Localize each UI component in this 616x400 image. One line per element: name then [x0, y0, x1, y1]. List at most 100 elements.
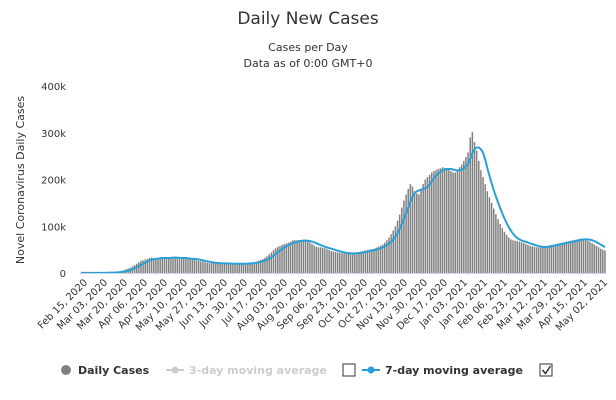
ma3-checkbox[interactable] [342, 363, 356, 377]
daily-cases-bar[interactable] [182, 258, 185, 273]
daily-cases-bar[interactable] [527, 244, 529, 273]
daily-cases-bar[interactable] [264, 257, 266, 273]
daily-cases-bar[interactable] [424, 179, 427, 274]
daily-cases-bar[interactable] [394, 226, 397, 273]
daily-cases-bar[interactable] [189, 258, 191, 273]
daily-cases-bar[interactable] [204, 262, 206, 273]
daily-cases-bar[interactable] [262, 258, 264, 273]
daily-cases-bar[interactable] [272, 250, 275, 273]
daily-cases-bar[interactable] [418, 194, 420, 273]
legend-item-ma7[interactable]: 7-day moving average [362, 364, 523, 377]
daily-cases-bar[interactable] [546, 245, 548, 273]
ma7-checkbox[interactable] [539, 363, 553, 377]
daily-cases-bar[interactable] [413, 191, 416, 273]
daily-cases-bar[interactable] [456, 170, 459, 273]
daily-cases-bar[interactable] [505, 234, 508, 273]
daily-cases-bar[interactable] [490, 202, 493, 274]
daily-cases-bar[interactable] [452, 172, 454, 273]
daily-cases-bar[interactable] [529, 245, 531, 273]
daily-cases-bar[interactable] [193, 259, 196, 273]
daily-cases-bar[interactable] [238, 263, 241, 273]
daily-cases-bar[interactable] [144, 259, 146, 273]
daily-cases-bar[interactable] [448, 170, 450, 273]
daily-cases-bar[interactable] [403, 200, 405, 273]
daily-cases-bar[interactable] [159, 257, 161, 273]
daily-cases-bar[interactable] [232, 263, 234, 273]
daily-cases-bar[interactable] [433, 171, 435, 273]
daily-cases-bar[interactable] [138, 262, 140, 273]
daily-cases-bar[interactable] [572, 240, 574, 273]
daily-cases-bar[interactable] [422, 184, 424, 273]
daily-cases-bar[interactable] [242, 263, 245, 273]
daily-cases-bar[interactable] [221, 263, 223, 273]
daily-cases-bar[interactable] [321, 247, 324, 273]
daily-cases-bar[interactable] [347, 253, 350, 273]
daily-cases-bar[interactable] [185, 258, 187, 273]
daily-cases-bar[interactable] [375, 247, 377, 273]
daily-cases-bar[interactable] [319, 247, 322, 273]
daily-cases-bar[interactable] [208, 263, 211, 273]
daily-cases-bar[interactable] [559, 243, 561, 273]
daily-cases-bar[interactable] [428, 174, 431, 273]
daily-cases-bar[interactable] [437, 169, 439, 273]
daily-cases-bar[interactable] [163, 257, 166, 273]
daily-cases-bar[interactable] [599, 248, 602, 273]
daily-cases-bar[interactable] [578, 238, 581, 273]
daily-cases-bar[interactable] [341, 253, 343, 273]
daily-cases-bar[interactable] [294, 240, 296, 273]
daily-cases-bar[interactable] [317, 247, 320, 273]
daily-cases-bar[interactable] [507, 237, 510, 273]
daily-cases-bar[interactable] [381, 244, 384, 273]
daily-cases-bar[interactable] [332, 251, 335, 274]
daily-cases-bar[interactable] [268, 254, 270, 273]
daily-cases-bar[interactable] [473, 142, 476, 273]
daily-cases-bar[interactable] [540, 247, 542, 273]
daily-cases-bar[interactable] [146, 258, 149, 273]
daily-cases-bar[interactable] [441, 167, 444, 273]
daily-cases-bar[interactable] [390, 234, 392, 273]
daily-cases-bar[interactable] [475, 150, 478, 273]
daily-cases-bar[interactable] [326, 249, 328, 273]
daily-cases-bar[interactable] [537, 247, 540, 273]
daily-cases-bar[interactable] [142, 260, 144, 273]
daily-cases-bar[interactable] [550, 244, 553, 273]
daily-cases-bar[interactable] [180, 258, 183, 273]
daily-cases-bar[interactable] [234, 264, 236, 273]
daily-cases-bar[interactable] [561, 242, 563, 273]
daily-cases-bar[interactable] [589, 241, 591, 273]
daily-cases-bar[interactable] [148, 258, 151, 273]
daily-cases-bar[interactable] [343, 253, 345, 273]
daily-cases-bar[interactable] [450, 171, 452, 273]
daily-cases-bar[interactable] [292, 240, 294, 273]
daily-cases-bar[interactable] [565, 241, 568, 273]
daily-cases-bar[interactable] [439, 168, 442, 273]
daily-cases-bar[interactable] [435, 170, 437, 273]
daily-cases-bar[interactable] [426, 177, 429, 273]
daily-cases-bar[interactable] [217, 263, 219, 273]
daily-cases-bar[interactable] [174, 256, 176, 273]
daily-cases-bar[interactable] [463, 160, 465, 273]
daily-cases-bar[interactable] [247, 263, 249, 273]
daily-cases-bar[interactable] [315, 246, 318, 273]
daily-cases-bar[interactable] [411, 186, 414, 273]
daily-cases-bar[interactable] [165, 258, 168, 273]
daily-cases-bar[interactable] [259, 259, 262, 273]
daily-cases-bar[interactable] [362, 251, 365, 273]
daily-cases-bar[interactable] [371, 249, 373, 273]
daily-cases-bar[interactable] [309, 242, 311, 273]
daily-cases-bar[interactable] [200, 261, 202, 273]
daily-cases-bar[interactable] [531, 246, 533, 273]
daily-cases-bar[interactable] [469, 137, 471, 273]
daily-cases-bar[interactable] [330, 251, 332, 273]
daily-cases-bar[interactable] [386, 240, 388, 273]
daily-cases-bar[interactable] [373, 248, 375, 273]
daily-cases-bar[interactable] [420, 188, 422, 273]
daily-cases-bar[interactable] [358, 251, 360, 273]
daily-cases-bar[interactable] [593, 244, 595, 273]
daily-cases-bar[interactable] [283, 244, 285, 273]
daily-cases-bar[interactable] [542, 246, 544, 273]
daily-cases-bar[interactable] [255, 261, 258, 273]
daily-cases-bar[interactable] [522, 243, 525, 273]
daily-cases-bar[interactable] [591, 243, 593, 273]
daily-cases-bar[interactable] [287, 242, 290, 273]
